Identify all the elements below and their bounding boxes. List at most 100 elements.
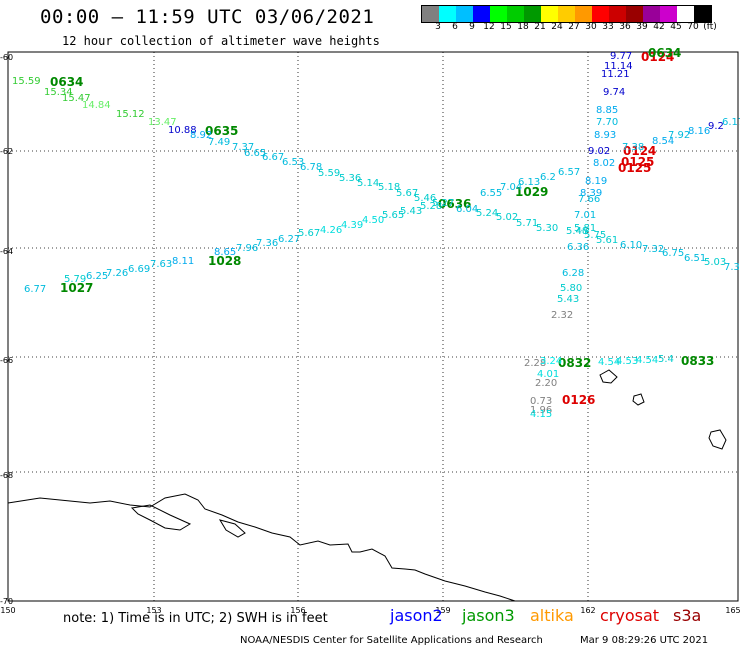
legend-tick-label: 3 bbox=[435, 22, 441, 32]
legend-swatch bbox=[524, 6, 541, 22]
legend-tick-label: 33 bbox=[602, 22, 614, 32]
height-label: 5.03 bbox=[704, 257, 726, 268]
height-label: 6.53 bbox=[282, 157, 304, 168]
mission-jason3: jason3 bbox=[462, 606, 515, 625]
height-label: 5.81 bbox=[574, 223, 596, 234]
height-label: 1.96 bbox=[530, 405, 552, 416]
island-outline bbox=[708, 429, 727, 450]
height-label: 4.50 bbox=[362, 215, 384, 226]
legend-tick-label: 30 bbox=[585, 22, 597, 32]
ice-shelf-outline bbox=[130, 504, 192, 531]
time-label: 0833 bbox=[681, 354, 714, 368]
legend-swatch bbox=[456, 6, 473, 22]
credit-text: NOAA/NESDIS Center for Satellite Applica… bbox=[240, 635, 543, 646]
legend-tick-label: 21 bbox=[534, 22, 546, 32]
height-label: 8.92 bbox=[190, 130, 212, 141]
height-label: 5.30 bbox=[536, 223, 558, 234]
y-tick-label: -62 bbox=[0, 147, 13, 156]
height-label: 8.85 bbox=[596, 105, 618, 116]
legend-tick-label: (ft) bbox=[703, 22, 717, 32]
height-label: 5.59 bbox=[318, 168, 340, 179]
time-label: 0125 bbox=[618, 161, 651, 175]
x-tick-label: 156 bbox=[290, 606, 305, 615]
height-label: 9.74 bbox=[603, 87, 625, 98]
height-label: 6.13 bbox=[518, 177, 540, 188]
legend-swatch bbox=[473, 6, 490, 22]
legend-swatch bbox=[558, 6, 575, 22]
height-label: 7.37 bbox=[232, 142, 254, 153]
legend-tick-label: 42 bbox=[653, 22, 665, 32]
legend-swatch bbox=[660, 6, 677, 22]
height-label: 5.43 bbox=[400, 206, 422, 217]
height-label: 6.27 bbox=[278, 234, 300, 245]
height-label: 5.14 bbox=[357, 178, 379, 189]
height-label: 13.47 bbox=[148, 117, 177, 128]
height-label: 7.26 bbox=[106, 268, 128, 279]
legend-swatch bbox=[541, 6, 558, 22]
height-label: 6.25 bbox=[86, 271, 108, 282]
x-tick-label: 162 bbox=[580, 606, 595, 615]
legend-swatch bbox=[677, 6, 694, 22]
height-label: 8.02 bbox=[593, 158, 615, 169]
legend-tick-label: 6 bbox=[452, 22, 458, 32]
height-label: 7.36 bbox=[256, 238, 278, 249]
legend-tick-label: 27 bbox=[568, 22, 580, 32]
legend-tick-label: 9 bbox=[469, 22, 475, 32]
height-label: 14.84 bbox=[82, 100, 111, 111]
time-label: 0125 bbox=[621, 155, 654, 169]
height-label: 6.69 bbox=[128, 264, 150, 275]
height-label: 6.55 bbox=[480, 188, 502, 199]
mission-s3a: s3a bbox=[673, 606, 702, 625]
time-label: 0126 bbox=[562, 393, 595, 407]
legend-swatch bbox=[694, 6, 711, 22]
page-title: 00:00 – 11:59 UTC 03/06/2021 bbox=[40, 6, 375, 28]
height-label: 2.32 bbox=[551, 310, 573, 321]
height-label: 15.59 bbox=[12, 76, 41, 87]
height-label: 8.54 bbox=[652, 136, 674, 147]
height-label: 5.67 bbox=[298, 228, 320, 239]
height-label: 15.12 bbox=[116, 109, 145, 120]
height-label: 7.70 bbox=[596, 117, 618, 128]
height-label: 6.28 bbox=[562, 268, 584, 279]
height-label: 2.20 bbox=[535, 378, 557, 389]
x-tick-label: 165 bbox=[725, 606, 740, 615]
height-label: 6.51 bbox=[684, 253, 706, 264]
height-label: 5.02 bbox=[496, 212, 518, 223]
time-label: 1027 bbox=[60, 281, 93, 295]
height-label: 7.96 bbox=[236, 243, 258, 254]
height-label: 5.79 bbox=[64, 274, 86, 285]
legend-swatch bbox=[439, 6, 456, 22]
map-frame bbox=[7, 51, 739, 602]
height-label: 6.17 bbox=[722, 117, 740, 128]
height-label: 6.77 bbox=[24, 284, 46, 295]
height-label: 6.04 bbox=[456, 204, 478, 215]
legend-swatch bbox=[575, 6, 592, 22]
x-tick-label: 159 bbox=[435, 606, 450, 615]
height-label: 5.24 bbox=[476, 208, 498, 219]
height-label: 5.46 bbox=[414, 193, 436, 204]
height-label: 5.28 bbox=[420, 201, 442, 212]
height-label: 6.36 bbox=[567, 242, 589, 253]
height-label: 9.02 bbox=[588, 146, 610, 157]
height-label: 6.78 bbox=[300, 162, 322, 173]
legend-swatch bbox=[626, 6, 643, 22]
height-label: 0.73 bbox=[530, 396, 552, 407]
height-label: 7.01 bbox=[574, 210, 596, 221]
time-label: 1028 bbox=[208, 254, 241, 268]
height-label: 5.67 bbox=[396, 188, 418, 199]
height-label: 7.3 bbox=[724, 262, 740, 273]
height-label: 6.10 bbox=[620, 240, 642, 251]
height-label: 5.43 bbox=[557, 294, 579, 305]
height-label: 6.67 bbox=[262, 152, 284, 163]
height-label: 8.16 bbox=[688, 126, 710, 137]
height-label: 6.65 bbox=[244, 148, 266, 159]
time-label: 0634 bbox=[50, 75, 83, 89]
legend-tick-label: 24 bbox=[551, 22, 563, 32]
height-label: 7.38 bbox=[622, 142, 644, 153]
time-label: 0635 bbox=[205, 124, 238, 138]
coast-inlet bbox=[218, 519, 246, 538]
height-label: 9.2 bbox=[708, 121, 724, 132]
height-label: 11.14 bbox=[604, 61, 633, 72]
legend-swatch bbox=[422, 6, 439, 22]
height-label: 6.57 bbox=[558, 167, 580, 178]
